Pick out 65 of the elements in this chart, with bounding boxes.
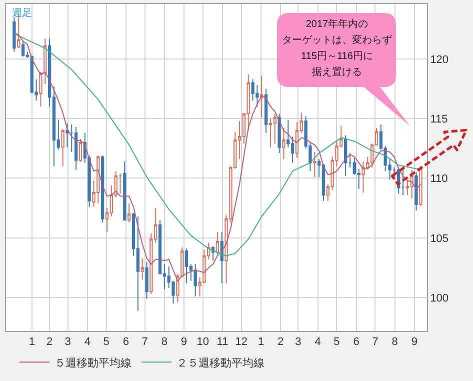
- y-tick-label: 110: [430, 173, 448, 186]
- annotation: 115円～116円に: [300, 50, 374, 64]
- annotation: 週足: [12, 8, 32, 19]
- x-tick-label: 8: [161, 336, 168, 348]
- candlestick: [260, 75, 264, 118]
- x-tick-label: 4: [84, 336, 90, 348]
- candlestick: [401, 167, 405, 196]
- candlestick: [264, 88, 268, 134]
- candlestick: [313, 151, 316, 178]
- candlestick: [78, 138, 82, 162]
- candlestick: [140, 258, 144, 280]
- x-tick-label: 3: [295, 336, 302, 348]
- candlestick: [414, 172, 418, 211]
- candlestick: [66, 122, 69, 148]
- x-tick-label: 6: [353, 336, 360, 348]
- x-tick-label: 7: [372, 336, 378, 348]
- candlestick: [194, 264, 197, 297]
- candlestick: [419, 168, 422, 206]
- x-tick-label: 7: [142, 336, 148, 348]
- candlestick: [268, 118, 272, 148]
- x-tick-label: 2: [278, 336, 284, 348]
- x-tick-label: 6: [122, 336, 129, 348]
- annotation: 2017年年内の: [304, 18, 370, 32]
- x-tick-label: 3: [64, 336, 71, 348]
- candlestick: [322, 163, 326, 202]
- x-tick-label: 5: [334, 336, 340, 348]
- annotation: 据え置ける: [311, 66, 363, 80]
- candlestick: [74, 126, 78, 170]
- y-tick-label: 100: [430, 292, 449, 304]
- legend-label: ２５週移動平均線: [176, 357, 264, 370]
- candlestick: [44, 38, 47, 84]
- candlestick: [348, 152, 352, 168]
- legend-label: ５週移動平均線: [54, 357, 132, 370]
- x-tick-label: 4: [314, 336, 321, 348]
- x-tick-label: 1: [258, 336, 264, 348]
- candlestick: [410, 169, 414, 200]
- x-tick-label: 5: [103, 336, 110, 348]
- x-tick-label: 10: [196, 336, 210, 348]
- y-tick-label: 105: [430, 232, 449, 245]
- y-tick-label: 115: [430, 113, 448, 126]
- candlestick: [128, 202, 131, 223]
- candlestick: [220, 231, 224, 284]
- candlestick: [145, 261, 148, 300]
- candlestick: [100, 155, 104, 223]
- x-tick-label: 12: [235, 336, 248, 348]
- y-tick-label: 120: [430, 54, 449, 66]
- candlestick: [282, 128, 286, 160]
- candlestick: [216, 231, 220, 256]
- x-tick-label: 1: [28, 336, 35, 348]
- x-tick-label: 11: [216, 336, 228, 348]
- candlestick: [12, 16, 16, 52]
- candlestick: [278, 113, 281, 154]
- candlestick: [39, 72, 42, 108]
- candlestick: [136, 216, 140, 312]
- x-tick-label: 2: [46, 336, 53, 348]
- candlestick: [344, 134, 348, 176]
- x-tick-label: 8: [392, 336, 398, 348]
- candlestick: [184, 248, 188, 284]
- x-tick-label: 9: [180, 336, 188, 348]
- candlestick: [123, 161, 126, 221]
- candlestick: [273, 113, 276, 144]
- annotation: ターゲットは、変わらず: [281, 34, 393, 48]
- candlestick: [61, 128, 64, 167]
- candlestick: [21, 40, 25, 58]
- x-tick-label: 9: [411, 336, 418, 348]
